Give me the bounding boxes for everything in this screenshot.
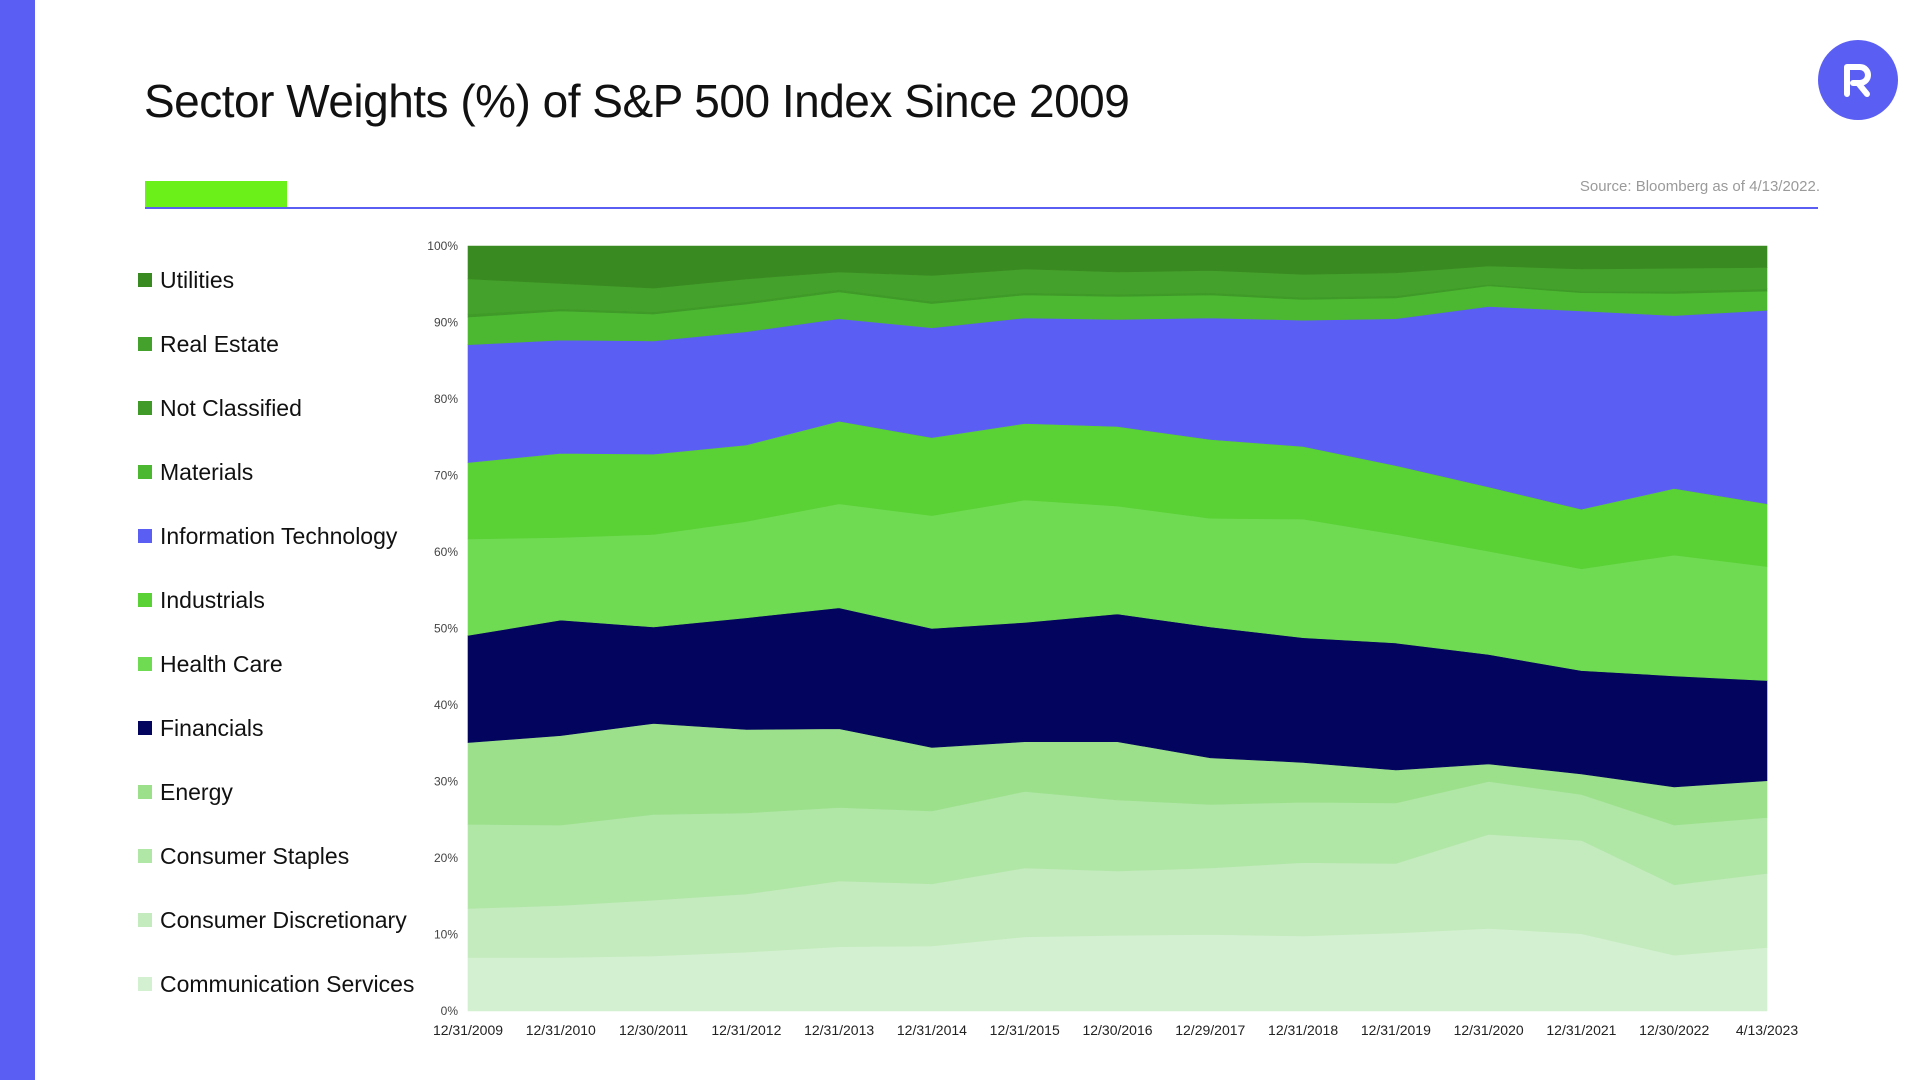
- brand-side-bar: [0, 0, 35, 1080]
- legend-swatch: [138, 849, 152, 863]
- legend-item: Health Care: [138, 649, 283, 679]
- legend-label: Materials: [160, 458, 254, 485]
- x-tick-label: 12/31/2020: [1454, 1022, 1524, 1038]
- legend-item: Utilities: [138, 265, 234, 295]
- legend-swatch: [138, 337, 152, 351]
- x-tick-label: 12/31/2010: [526, 1022, 596, 1038]
- legend-label: Industrials: [160, 586, 265, 613]
- legend-swatch: [138, 785, 152, 799]
- legend-swatch: [138, 721, 152, 735]
- x-tick-label: 12/29/2017: [1175, 1022, 1245, 1038]
- x-tick-label: 12/31/2009: [433, 1022, 503, 1038]
- legend-item: Energy: [138, 777, 233, 807]
- legend-item: Consumer Staples: [138, 841, 349, 871]
- x-tick-label: 12/31/2018: [1268, 1022, 1338, 1038]
- accent-bar: [145, 181, 287, 208]
- x-tick-label: 12/30/2022: [1639, 1022, 1709, 1038]
- legend-item: Financials: [138, 713, 264, 743]
- legend-swatch: [138, 401, 152, 415]
- y-tick-label: 80%: [434, 392, 458, 406]
- x-tick-label: 12/31/2015: [990, 1022, 1060, 1038]
- y-tick-label: 30%: [434, 775, 458, 789]
- x-tick-label: 12/31/2019: [1361, 1022, 1431, 1038]
- y-tick-label: 50%: [434, 622, 458, 636]
- y-tick-label: 60%: [434, 545, 458, 559]
- legend-label: Energy: [160, 778, 233, 805]
- legend-swatch: [138, 977, 152, 991]
- legend-swatch: [138, 273, 152, 287]
- legend-item: Consumer Discretionary: [138, 905, 407, 935]
- legend-label: Consumer Staples: [160, 842, 350, 869]
- legend-label: Communication Services: [160, 970, 415, 997]
- area-series-group: [467, 245, 1768, 1012]
- y-tick-label: 0%: [441, 1004, 459, 1018]
- area-series-utilities: [467, 245, 1768, 289]
- y-tick-label: 70%: [434, 469, 458, 483]
- y-tick-label: 40%: [434, 698, 458, 712]
- x-tick-label: 12/30/2016: [1082, 1022, 1152, 1038]
- x-tick-label: 4/13/2023: [1736, 1022, 1798, 1038]
- y-axis-ticks: 0% 10% 20% 30% 40% 50% 60% 70% 80% 90% 100%: [427, 239, 458, 1018]
- y-tick-label: 90%: [434, 316, 458, 330]
- x-tick-label: 12/31/2012: [711, 1022, 781, 1038]
- legend-item: Information Technology: [138, 521, 397, 551]
- source-note: Source: Bloomberg as of 4/13/2022.: [1579, 178, 1820, 195]
- page-title: Sector Weights (%) of S&P 500 Index Sinc…: [144, 75, 1130, 127]
- legend-swatch: [138, 465, 152, 479]
- legend-label: Financials: [160, 714, 264, 741]
- legend-label: Consumer Discretionary: [160, 906, 407, 933]
- legend-item: Real Estate: [138, 329, 279, 359]
- y-tick-label: 100%: [427, 239, 458, 253]
- legend-label: Health Care: [160, 650, 283, 677]
- r-logo-glyph: [1844, 64, 1871, 97]
- legend-item: Communication Services: [138, 969, 414, 999]
- legend-item: Not Classified: [138, 393, 302, 423]
- x-tick-label: 12/30/2011: [619, 1022, 688, 1038]
- legend-swatch: [138, 657, 152, 671]
- x-tick-label: 12/31/2014: [897, 1022, 967, 1038]
- r-logo-icon: [1818, 40, 1898, 120]
- legend-label: Not Classified: [160, 394, 302, 421]
- header-rule: [145, 207, 1818, 209]
- x-axis-ticks: 12/31/2009 12/31/2010 12/30/2011 12/31/2012…: [433, 1022, 1798, 1038]
- legend-label: Real Estate: [160, 330, 279, 357]
- x-tick-label: 12/31/2013: [804, 1022, 874, 1038]
- legend-item: Materials: [138, 457, 253, 487]
- y-tick-label: 10%: [434, 928, 458, 942]
- legend-label: Utilities: [160, 266, 235, 293]
- legend-swatch: [138, 593, 152, 607]
- legend-swatch: [138, 529, 152, 543]
- legend-item: Industrials: [138, 585, 265, 615]
- x-tick-label: 12/31/2021: [1546, 1022, 1616, 1038]
- legend-label: Information Technology: [160, 522, 398, 549]
- legend-swatch: [138, 913, 152, 927]
- y-tick-label: 20%: [434, 851, 458, 865]
